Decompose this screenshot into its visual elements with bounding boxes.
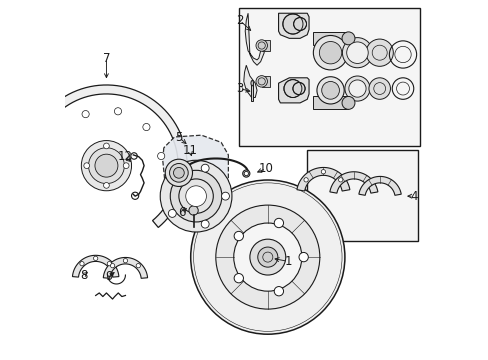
Circle shape <box>81 140 131 191</box>
Circle shape <box>190 180 344 334</box>
Circle shape <box>338 178 342 182</box>
Circle shape <box>179 179 213 213</box>
Circle shape <box>346 42 367 63</box>
Circle shape <box>255 76 267 87</box>
Circle shape <box>95 154 118 177</box>
Circle shape <box>366 39 392 66</box>
Text: 6: 6 <box>178 207 185 220</box>
Text: 10: 10 <box>258 162 273 175</box>
Polygon shape <box>244 65 257 98</box>
Circle shape <box>185 186 206 207</box>
Circle shape <box>88 148 124 184</box>
Text: 11: 11 <box>182 144 197 157</box>
Circle shape <box>201 220 209 228</box>
Text: 1: 1 <box>284 255 291 268</box>
Circle shape <box>215 205 319 309</box>
Text: 4: 4 <box>409 190 417 203</box>
Circle shape <box>188 206 198 215</box>
Circle shape <box>348 80 366 97</box>
Bar <box>239 8 419 146</box>
Circle shape <box>83 163 89 168</box>
Circle shape <box>304 178 307 182</box>
Polygon shape <box>72 255 119 277</box>
Circle shape <box>187 188 204 205</box>
Circle shape <box>103 143 109 149</box>
Circle shape <box>169 163 188 182</box>
Polygon shape <box>312 96 348 109</box>
Circle shape <box>292 82 305 95</box>
Circle shape <box>168 175 176 183</box>
Circle shape <box>114 108 122 115</box>
Circle shape <box>274 287 283 296</box>
Polygon shape <box>261 76 269 87</box>
Circle shape <box>293 18 306 31</box>
Circle shape <box>282 14 303 34</box>
Circle shape <box>234 231 243 241</box>
Polygon shape <box>312 32 348 45</box>
Text: 2: 2 <box>236 14 243 27</box>
Circle shape <box>123 258 127 263</box>
Polygon shape <box>103 257 147 278</box>
Circle shape <box>157 152 164 159</box>
Circle shape <box>170 170 222 222</box>
Circle shape <box>341 32 354 45</box>
Circle shape <box>142 123 150 131</box>
Polygon shape <box>296 167 349 191</box>
Polygon shape <box>278 78 308 103</box>
Text: 12: 12 <box>117 150 132 163</box>
Circle shape <box>47 162 54 169</box>
Circle shape <box>255 40 267 51</box>
Circle shape <box>341 96 354 109</box>
Circle shape <box>107 261 111 266</box>
Polygon shape <box>329 172 377 193</box>
Bar <box>306 149 418 241</box>
Polygon shape <box>278 13 308 39</box>
Text: 9: 9 <box>105 270 113 283</box>
Polygon shape <box>244 13 264 65</box>
Text: 7: 7 <box>102 51 110 64</box>
Polygon shape <box>261 40 269 51</box>
Circle shape <box>319 41 341 64</box>
Circle shape <box>234 274 243 283</box>
Circle shape <box>173 167 184 178</box>
Circle shape <box>233 223 301 291</box>
Circle shape <box>244 171 248 176</box>
Circle shape <box>82 111 89 118</box>
Circle shape <box>321 170 325 174</box>
Circle shape <box>93 256 98 261</box>
Circle shape <box>344 76 369 101</box>
Text: 8: 8 <box>80 269 87 282</box>
Text: 3: 3 <box>236 82 243 95</box>
Circle shape <box>274 218 283 228</box>
Circle shape <box>221 192 229 200</box>
Polygon shape <box>250 83 253 101</box>
Circle shape <box>249 239 285 275</box>
Text: 5: 5 <box>175 131 183 144</box>
Circle shape <box>201 164 209 172</box>
Circle shape <box>284 80 301 98</box>
Circle shape <box>242 170 249 177</box>
Circle shape <box>313 36 347 70</box>
Circle shape <box>136 264 140 268</box>
Circle shape <box>57 131 64 138</box>
Polygon shape <box>26 85 187 228</box>
Circle shape <box>80 261 84 266</box>
Polygon shape <box>358 176 401 195</box>
Circle shape <box>103 183 109 188</box>
Circle shape <box>298 252 308 262</box>
Circle shape <box>165 159 192 186</box>
Circle shape <box>316 77 344 104</box>
Circle shape <box>342 38 372 68</box>
Circle shape <box>321 81 339 99</box>
Circle shape <box>368 78 389 99</box>
Ellipse shape <box>250 81 253 86</box>
Circle shape <box>160 160 231 232</box>
Circle shape <box>257 247 277 267</box>
Circle shape <box>123 163 129 168</box>
Polygon shape <box>163 135 228 214</box>
Circle shape <box>110 264 115 268</box>
Circle shape <box>168 210 176 217</box>
